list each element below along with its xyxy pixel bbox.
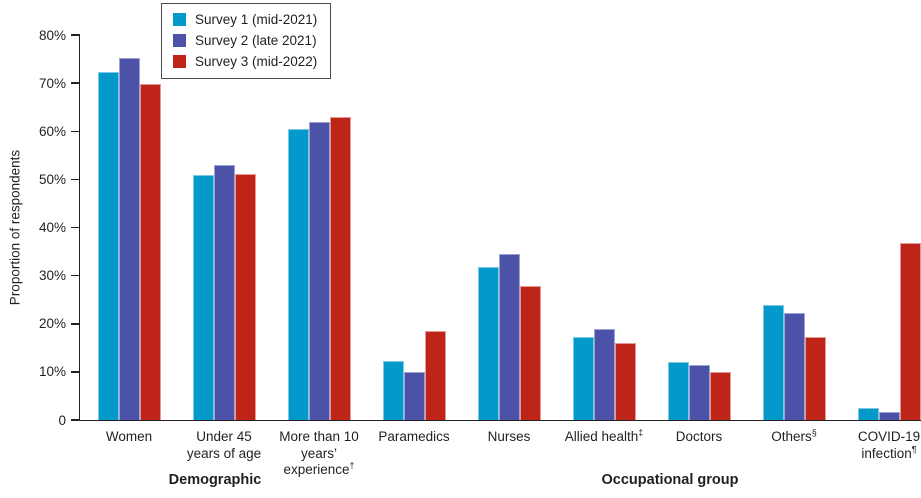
- bar-survey2: [498, 254, 520, 420]
- bar-survey2: [593, 329, 615, 420]
- y-tick-label: 40%: [38, 220, 66, 235]
- legend-item: Survey 1 (mid-2021): [173, 12, 317, 27]
- bar-survey2: [213, 164, 235, 420]
- y-tick-label: 0: [58, 412, 66, 428]
- bar-survey2: [118, 58, 140, 420]
- bar-group: [652, 35, 747, 420]
- bar-group: [367, 35, 462, 420]
- x-tick-label: Allied health‡: [564, 427, 644, 444]
- tick-mark: [71, 419, 79, 421]
- legend-swatch-survey1: [173, 13, 186, 26]
- bar-survey1: [667, 362, 689, 420]
- y-tick-label: 30%: [38, 268, 66, 284]
- bar-survey3: [614, 342, 636, 420]
- bar-survey3: [329, 117, 351, 420]
- bar-group: [272, 35, 367, 420]
- y-tick-label: 70%: [38, 75, 66, 91]
- bar-survey3: [139, 84, 161, 420]
- y-tick-label: 10%: [38, 364, 66, 380]
- bar-survey1: [97, 72, 119, 420]
- axis-group-label: Occupational group: [601, 472, 739, 488]
- tick-mark: [71, 226, 79, 229]
- bar-group: [747, 35, 842, 420]
- y-tick-label: 50%: [38, 171, 66, 187]
- tick-mark: [71, 130, 79, 132]
- y-tick-label: 20%: [38, 316, 66, 332]
- bar-group: [177, 35, 272, 420]
- legend-swatch-survey2: [173, 34, 186, 47]
- bar-survey1: [477, 266, 499, 420]
- bar-survey1: [382, 360, 404, 420]
- bar-group: [462, 35, 557, 420]
- x-tick-label: Nurses: [487, 429, 531, 444]
- bar-survey1: [287, 128, 309, 420]
- bar-survey1: [857, 408, 879, 420]
- bar-group: [82, 35, 177, 420]
- bar-survey2: [688, 365, 710, 420]
- y-axis-line: [78, 34, 80, 421]
- tick-mark: [71, 178, 79, 181]
- bar-survey2: [878, 412, 900, 420]
- x-tick-label: More than 10 years’ experience†: [279, 429, 359, 477]
- y-tick-label: 60%: [38, 123, 66, 139]
- bar-survey1: [572, 337, 594, 420]
- legend-item: Survey 3 (mid-2022): [173, 54, 317, 69]
- bar-survey3: [519, 286, 541, 420]
- tick-mark: [71, 274, 79, 277]
- tick-mark: [71, 82, 79, 84]
- bar-group: [842, 35, 921, 420]
- footnote-marker: §: [811, 427, 817, 438]
- bar-survey1: [762, 305, 784, 420]
- legend-swatch-survey3: [173, 55, 186, 68]
- legend-item: Survey 2 (late 2021): [173, 33, 317, 48]
- x-tick-label: Others§: [771, 427, 817, 444]
- footnote-marker: ‡: [638, 427, 644, 438]
- bar-survey2: [403, 372, 425, 420]
- x-tick-label: Women: [105, 429, 153, 444]
- tick-mark: [71, 34, 79, 36]
- legend-label: Survey 2 (late 2021): [195, 33, 317, 48]
- bar-survey2: [783, 312, 805, 420]
- bar-survey3: [424, 331, 446, 420]
- tick-mark: [71, 323, 79, 325]
- x-axis-line: [78, 419, 921, 421]
- footnote-marker: ¶: [911, 444, 917, 454]
- legend-label: Survey 1 (mid-2021): [195, 12, 318, 27]
- bar-group: [557, 35, 652, 420]
- tick-mark: [71, 371, 79, 373]
- bar-survey2: [308, 121, 330, 420]
- x-tick-label: Doctors: [675, 429, 723, 444]
- y-tick-label: 80%: [38, 27, 66, 43]
- x-tick-label: Paramedics: [378, 429, 450, 444]
- bar-survey3: [899, 243, 921, 420]
- axis-group-label: Demographic: [168, 472, 262, 488]
- bar-survey3: [709, 372, 731, 420]
- bar-survey3: [234, 173, 256, 420]
- bar-survey1: [192, 174, 214, 420]
- legend-label: Survey 3 (mid-2022): [195, 54, 318, 69]
- x-tick-label: Under 45 years of age: [186, 429, 262, 461]
- legend: Survey 1 (mid-2021) Survey 2 (late 2021) S…: [161, 3, 332, 79]
- x-tick-label: COVID-19 infection¶: [857, 429, 921, 461]
- footnote-marker: †: [349, 460, 355, 471]
- bar-survey3: [804, 337, 826, 420]
